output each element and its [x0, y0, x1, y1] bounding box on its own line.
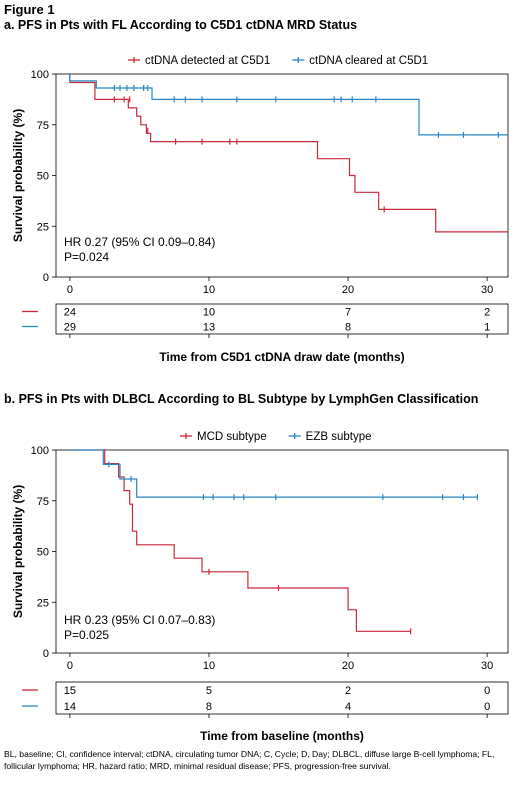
at-risk-count-0-0: 24 [64, 307, 76, 319]
y-tick-label-1: 25 [37, 597, 49, 609]
y-tick-label-0: 0 [43, 648, 49, 660]
at-risk-count-1-0: 14 [64, 701, 76, 713]
at-risk-count-0-0: 15 [64, 685, 76, 697]
at-risk-count-0-1: 5 [206, 685, 212, 697]
hr-annotation: HR 0.23 (95% CI 0.07–0.83) [64, 613, 215, 627]
km-curve-0 [69, 74, 508, 233]
x-tick-label-2: 20 [342, 284, 354, 296]
y-tick-label-0: 0 [43, 272, 49, 284]
panel-a-title: a. PFS in Pts with FL According to C5D1 … [4, 18, 358, 32]
legend-label-1: ctDNA cleared at C5D1 [309, 55, 428, 67]
legend-label-0: MCD subtype [197, 431, 267, 443]
y-tick-label-3: 75 [37, 496, 49, 508]
at-risk-count-0-2: 2 [345, 685, 351, 697]
legend-label-1: EZB subtype [306, 431, 372, 443]
at-risk-count-0-1: 10 [203, 307, 215, 319]
y-tick-label-4: 100 [31, 69, 49, 81]
y-tick-label-3: 75 [37, 120, 49, 132]
x-tick-label-2: 20 [342, 660, 354, 672]
hr-annotation: HR 0.27 (95% CI 0.09–0.84) [64, 235, 215, 249]
at-risk-count-0-3: 0 [484, 685, 490, 697]
at-risk-count-0-2: 7 [345, 307, 351, 319]
at-risk-count-1-3: 0 [484, 701, 490, 713]
x-tick-label-0: 0 [67, 660, 73, 672]
panel-a-chart: ctDNA detected at C5D1 ctDNA cleared at C… [11, 55, 509, 364]
y-tick-label-2: 50 [37, 171, 49, 183]
at-risk-count-1-2: 8 [345, 322, 351, 334]
at-risk-count-0-3: 2 [484, 307, 490, 319]
y-axis-title: Survival probability (%) [11, 109, 25, 242]
figure-label: Figure 1 [4, 2, 55, 17]
km-curve-1 [69, 74, 508, 136]
x-tick-label-3: 30 [481, 284, 493, 296]
x-axis-title: Time from C5D1 ctDNA draw date (months) [159, 350, 404, 364]
panel-b-title: b. PFS in Pts with DLBCL According to BL… [4, 392, 479, 406]
at-risk-count-1-3: 1 [484, 322, 490, 334]
km-curve-0 [69, 449, 411, 632]
p-annotation: P=0.025 [64, 628, 109, 642]
x-tick-label-0: 0 [67, 284, 73, 296]
x-tick-label-3: 30 [481, 660, 493, 672]
y-axis-title: Survival probability (%) [11, 485, 25, 618]
legend-label-0: ctDNA detected at C5D1 [145, 55, 270, 67]
y-tick-label-1: 25 [37, 221, 49, 233]
p-annotation: P=0.024 [64, 250, 109, 264]
x-tick-label-1: 10 [203, 284, 215, 296]
at-risk-count-1-2: 4 [345, 701, 351, 713]
risk-table-frame [55, 681, 509, 715]
risk-table-frame [55, 303, 509, 335]
y-tick-label-4: 100 [31, 445, 49, 457]
footnote: BL, baseline; CI, confidence interval; c… [4, 749, 495, 771]
at-risk-count-1-0: 29 [64, 322, 76, 334]
x-axis-title: Time from baseline (months) [200, 729, 364, 743]
km-curve-1 [69, 449, 478, 498]
at-risk-count-1-1: 13 [203, 322, 215, 334]
y-tick-label-2: 50 [37, 547, 49, 559]
x-tick-label-1: 10 [203, 660, 215, 672]
panel-b-chart: MCD subtype EZB subtype0255075100Survival… [11, 431, 509, 743]
at-risk-count-1-1: 8 [206, 701, 212, 713]
